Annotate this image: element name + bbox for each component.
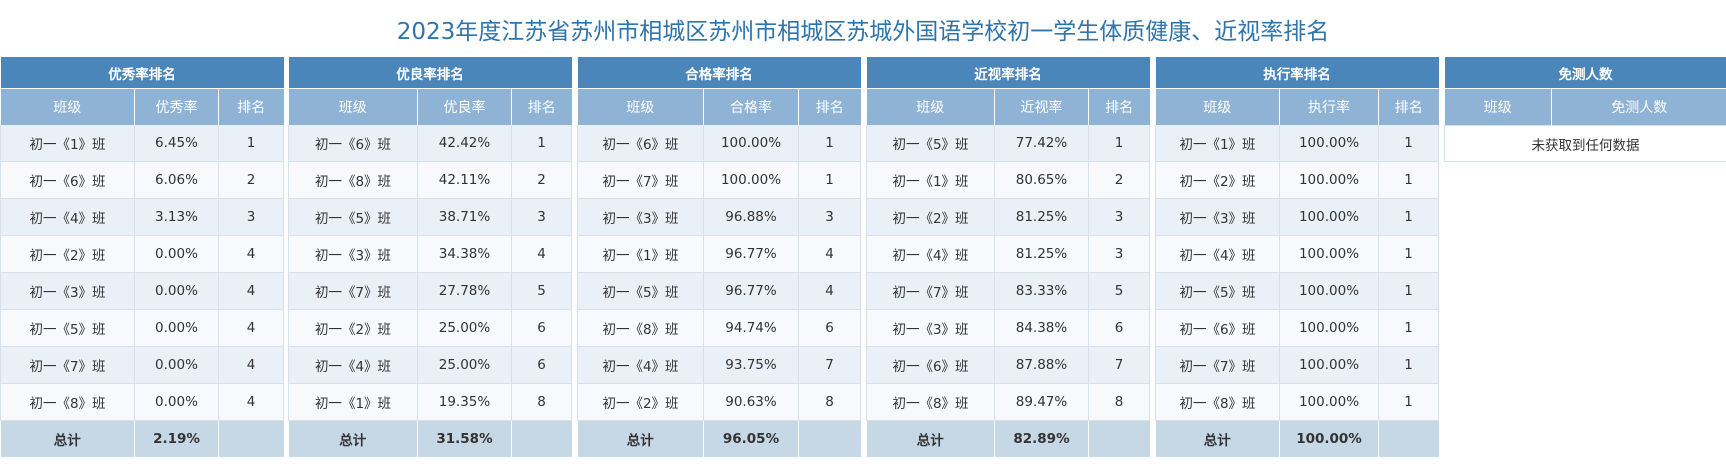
table-row: 初一《8》班 0.00% 4 — [0, 383, 284, 421]
myopia-rate-table: 近视率排名 班级 近视率 排名 初一《5》班 77.42% 1 初一《1》班 80.6… — [866, 57, 1150, 457]
table-row: 初一《3》班 84.38% 6 — [866, 309, 1150, 347]
page-title: 2023年度江苏省苏州市相城区苏州市相城区苏城外国语学校初一学生体质健康、近视率… — [396, 19, 1330, 45]
panel-caption: 优秀率排名 — [0, 57, 284, 89]
col-header-rank[interactable]: 排名 — [218, 88, 284, 125]
col-header-value[interactable]: 合格率 — [703, 88, 799, 125]
pass-rate-panel: 合格率排名 班级 合格率 排名 初一《6》班 100.00% 1 初一《7》班 100… — [577, 57, 861, 457]
col-header-class[interactable]: 班级 — [288, 88, 418, 125]
table-row: 初一《6》班 42.42% 1 — [288, 125, 572, 162]
table-row: 初一《2》班 100.00% 1 — [1155, 161, 1439, 199]
table-row: 初一《3》班 100.00% 1 — [1155, 198, 1439, 236]
execution-rate-panel: 执行率排名 班级 执行率 排名 初一《1》班 100.00% 1 初一《2》班 100… — [1155, 57, 1439, 457]
total-row: 总计 82.89% — [866, 420, 1150, 457]
col-header-rank[interactable]: 排名 — [1088, 88, 1150, 125]
total-row: 总计 2.19% — [0, 420, 284, 457]
table-row: 初一《4》班 3.13% 3 — [0, 198, 284, 236]
panel-caption: 执行率排名 — [1155, 57, 1439, 89]
table-row: 初一《8》班 42.11% 2 — [288, 161, 572, 199]
table-row: 初一《6》班 100.00% 1 — [577, 125, 861, 162]
myopia-rate-panel: 近视率排名 班级 近视率 排名 初一《5》班 77.42% 1 初一《1》班 80.6… — [866, 57, 1150, 457]
table-row: 初一《7》班 100.00% 1 — [1155, 346, 1439, 384]
table-row: 初一《1》班 6.45% 1 — [0, 125, 284, 162]
table-row: 初一《5》班 96.77% 4 — [577, 272, 861, 310]
table-row: 初一《7》班 0.00% 4 — [0, 346, 284, 384]
col-header-class[interactable]: 班级 — [1155, 88, 1280, 125]
col-header-class[interactable]: 班级 — [866, 88, 995, 125]
table-row: 初一《4》班 25.00% 6 — [288, 346, 572, 384]
panel-caption: 免测人数 — [1444, 57, 1726, 89]
panel-caption: 合格率排名 — [577, 57, 861, 89]
table-row: 初一《2》班 90.63% 8 — [577, 383, 861, 421]
table-row: 初一《2》班 0.00% 4 — [0, 235, 284, 273]
panel-caption: 优良率排名 — [288, 57, 572, 89]
exempt-panel: 免测人数 班级 免测人数 未获取到任何数据 — [1444, 57, 1726, 162]
table-row: 初一《1》班 100.00% 1 — [1155, 125, 1439, 162]
exempt-table: 免测人数 班级 免测人数 未获取到任何数据 — [1444, 57, 1726, 162]
table-row: 初一《5》班 77.42% 1 — [866, 125, 1150, 162]
table-row: 初一《7》班 83.33% 5 — [866, 272, 1150, 310]
table-row: 初一《6》班 100.00% 1 — [1155, 309, 1439, 347]
table-row: 初一《8》班 94.74% 6 — [577, 309, 861, 347]
total-row: 总计 96.05% — [577, 420, 861, 457]
table-row: 初一《8》班 89.47% 8 — [866, 383, 1150, 421]
table-row: 初一《4》班 81.25% 3 — [866, 235, 1150, 273]
col-header-class[interactable]: 班级 — [0, 88, 135, 125]
col-header-rank[interactable]: 排名 — [511, 88, 572, 125]
table-row: 初一《7》班 100.00% 1 — [577, 161, 861, 199]
table-row: 初一《1》班 96.77% 4 — [577, 235, 861, 273]
table-row: 初一《6》班 87.88% 7 — [866, 346, 1150, 384]
excellent-rate-panel: 优秀率排名 班级 优秀率 排名 初一《1》班 6.45% 1 初一《6》班 6.06%… — [0, 57, 284, 457]
pass-rate-table: 合格率排名 班级 合格率 排名 初一《6》班 100.00% 1 初一《7》班 100… — [577, 57, 861, 457]
excellent-rate-table: 优秀率排名 班级 优秀率 排名 初一《1》班 6.45% 1 初一《6》班 6.06%… — [0, 57, 284, 457]
col-header-class[interactable]: 班级 — [1444, 88, 1552, 126]
table-row: 初一《4》班 93.75% 7 — [577, 346, 861, 384]
execution-rate-table: 执行率排名 班级 执行率 排名 初一《1》班 100.00% 1 初一《2》班 100… — [1155, 57, 1439, 457]
col-header-rank[interactable]: 排名 — [1378, 88, 1439, 125]
table-row: 初一《2》班 81.25% 3 — [866, 198, 1150, 236]
table-row: 初一《7》班 27.78% 5 — [288, 272, 572, 310]
table-row: 初一《5》班 0.00% 4 — [0, 309, 284, 347]
table-row: 初一《6》班 6.06% 2 — [0, 161, 284, 199]
col-header-rank[interactable]: 排名 — [798, 88, 861, 125]
total-row: 总计 31.58% — [288, 420, 572, 457]
table-row: 初一《3》班 34.38% 4 — [288, 235, 572, 273]
col-header-class[interactable]: 班级 — [577, 88, 704, 125]
table-row: 初一《3》班 0.00% 4 — [0, 272, 284, 310]
ranking-tables: 优秀率排名 班级 优秀率 排名 初一《1》班 6.45% 1 初一《6》班 6.06%… — [0, 57, 1726, 459]
empty-message: 未获取到任何数据 — [1444, 125, 1726, 162]
panel-caption: 近视率排名 — [866, 57, 1150, 89]
col-header-value[interactable]: 优良率 — [417, 88, 512, 125]
col-header-exempt-count[interactable]: 免测人数 — [1551, 88, 1726, 126]
table-row: 初一《3》班 96.88% 3 — [577, 198, 861, 236]
table-row: 初一《1》班 19.35% 8 — [288, 383, 572, 421]
good-rate-table: 优良率排名 班级 优良率 排名 初一《6》班 42.42% 1 初一《8》班 42.1… — [288, 57, 572, 457]
table-row: 初一《5》班 100.00% 1 — [1155, 272, 1439, 310]
table-row: 初一《8》班 100.00% 1 — [1155, 383, 1439, 421]
table-row: 初一《2》班 25.00% 6 — [288, 309, 572, 347]
col-header-value[interactable]: 执行率 — [1279, 88, 1379, 125]
total-row: 总计 100.00% — [1155, 420, 1439, 457]
table-row: 初一《5》班 38.71% 3 — [288, 198, 572, 236]
table-row: 初一《1》班 80.65% 2 — [866, 161, 1150, 199]
empty-row: 未获取到任何数据 — [1444, 125, 1726, 162]
good-rate-panel: 优良率排名 班级 优良率 排名 初一《6》班 42.42% 1 初一《8》班 42.1… — [288, 57, 572, 457]
table-row: 初一《4》班 100.00% 1 — [1155, 235, 1439, 273]
col-header-value[interactable]: 优秀率 — [134, 88, 219, 125]
col-header-value[interactable]: 近视率 — [994, 88, 1089, 125]
